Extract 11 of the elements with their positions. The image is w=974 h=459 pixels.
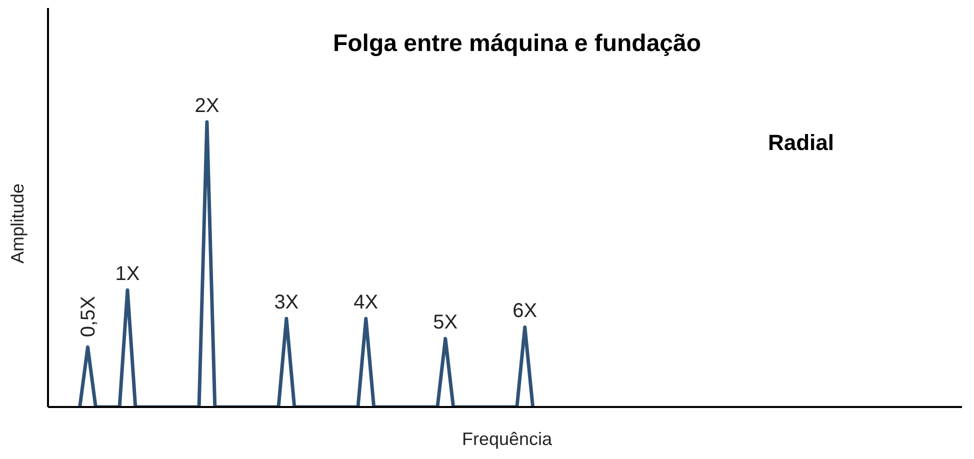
annotation: 0,5X xyxy=(78,296,100,338)
y-axis-title: Amplitude xyxy=(8,182,28,266)
annotation: 4X xyxy=(354,292,378,314)
annotation: Radial xyxy=(768,130,834,156)
annotation: 6X xyxy=(512,300,538,322)
annotation: 5X xyxy=(433,312,458,334)
chart-title: Folga entre máquina e fundação xyxy=(332,30,702,58)
annotation: 2X xyxy=(194,95,220,117)
annotation: 1X xyxy=(115,263,140,286)
x-axis-title: Frequência xyxy=(460,429,554,450)
annotation: 3X xyxy=(274,292,299,314)
